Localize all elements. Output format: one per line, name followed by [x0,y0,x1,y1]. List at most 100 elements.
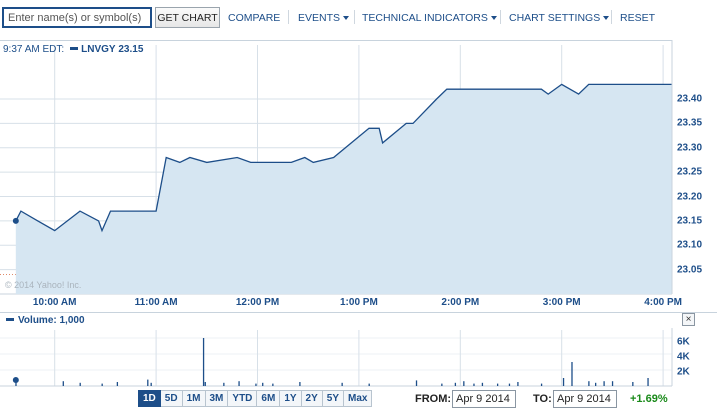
yahoo-copyright: © 2014 Yahoo! Inc. [5,280,82,290]
price-marker [12,217,19,224]
volume-bar [262,382,264,386]
volume-bar [202,338,205,386]
volume-swatch-icon [6,318,14,321]
compare-button[interactable]: COMPARE [228,12,281,24]
technical-indicators-menu[interactable]: TECHNICAL INDICATORS [362,12,497,24]
volume-bar [517,382,519,386]
volume-bar [341,382,343,386]
range-button-2y[interactable]: 2Y [301,390,323,407]
volume-bar [238,381,240,386]
volume-bar [508,383,511,386]
legend-symbol: LNVGY [81,44,116,55]
volume-bar [595,382,597,386]
technical-indicators-label: TECHNICAL INDICATORS [362,12,488,24]
range-button-max[interactable]: Max [344,390,373,407]
x-tick-label: 4:00 PM [644,297,682,308]
x-tick-label: 11:00 AM [134,297,178,308]
x-tick-label: 1:00 PM [339,297,378,308]
volume-bar [415,380,418,386]
volume-panel-header [0,312,717,328]
price-area [15,84,672,295]
volume-bar [603,381,605,386]
volume-bar [647,378,649,386]
reset-button[interactable]: RESET [620,12,656,24]
price-legend: 9:37 AM EDT: LNVGY 23.15 [3,44,143,55]
volume-bar [571,362,573,386]
chevron-down-icon [603,16,610,20]
toolbar-separator [288,10,289,24]
range-button-1m[interactable]: 1M [182,390,206,407]
volume-bar [562,378,565,386]
volume-bar [496,383,499,386]
y-tick-label: 23.30 [677,142,703,154]
range-button-1d[interactable]: 1D [138,390,161,407]
volume-bar [147,379,149,386]
range-button-1y[interactable]: 1Y [280,390,302,407]
y-tick-label: 23.10 [677,239,703,251]
volume-bar [299,382,301,386]
volume-axis-label: 6K [677,336,690,348]
toolbar-separator [611,10,612,24]
get-chart-button[interactable]: GET CHART [155,7,220,28]
volume-bar [79,382,81,386]
range-button-ytd[interactable]: YTD [228,390,258,407]
y-tick-label: 23.40 [677,93,703,105]
events-menu[interactable]: EVENTS [298,12,350,24]
y-tick-label: 23.35 [677,117,703,129]
volume-bar [62,381,64,386]
time-range-selector: 1D 5D 1M 3M YTD 6M 1Y 2Y 5Y Max [138,390,373,407]
volume-marker [12,377,19,383]
from-label: FROM: [415,393,452,405]
volume-bar [588,381,590,386]
volume-title: Volume: 1,000 [6,315,85,326]
volume-bar [272,383,274,386]
chart-settings-label: CHART SETTINGS [509,12,601,24]
legend-time: 9:37 AM EDT: [3,44,65,55]
to-date-input[interactable] [553,390,617,408]
events-label: EVENTS [298,12,341,24]
y-tick-label: 23.20 [677,191,703,202]
range-button-5y[interactable]: 5Y [322,390,345,407]
volume-bar [473,383,475,386]
x-tick-label: 3:00 PM [542,297,581,308]
legend-value: 23.15 [118,44,144,55]
symbol-search-input[interactable] [2,7,152,28]
volume-bar [116,382,119,386]
volume-bar [255,383,257,386]
volume-bar [204,382,206,386]
toolbar-separator [354,10,355,24]
chevron-down-icon [343,16,350,20]
volume-bar [150,382,152,386]
price-line [15,83,672,233]
range-button-3m[interactable]: 3M [205,390,229,407]
range-button-6m[interactable]: 6M [257,390,281,407]
volume-bar [454,382,457,386]
volume-axis-label: 2K [677,366,690,378]
chevron-down-icon [490,16,497,20]
price-chart-panel [0,40,672,295]
y-tick-label: 23.05 [677,264,703,276]
volume-bar [368,383,370,386]
volume-title-text: Volume: 1,000 [18,315,85,326]
toolbar-separator [500,10,501,24]
x-tick-label: 10:00 AM [32,297,77,308]
volume-axis-label: 4K [677,351,690,363]
y-tick-label: 23.25 [677,166,703,178]
volume-bar [223,382,225,386]
close-volume-icon[interactable]: × [682,313,695,326]
to-label: TO: [533,393,552,405]
range-button-5d[interactable]: 5D [160,390,183,407]
from-date-input[interactable] [452,390,516,408]
volume-bar [540,383,543,386]
volume-bar [463,381,465,386]
chart-toolbar: GET CHART COMPARE EVENTS TECHNICAL INDIC… [0,0,717,36]
x-tick-label: 2:00 PM [441,297,480,308]
volume-bar [611,381,614,386]
percent-change: +1.69% [630,393,668,405]
series-swatch-icon [70,47,79,50]
volume-bar [441,383,443,386]
chart-settings-menu[interactable]: CHART SETTINGS [509,12,610,24]
volume-bar [101,383,103,386]
volume-bar [481,382,484,386]
